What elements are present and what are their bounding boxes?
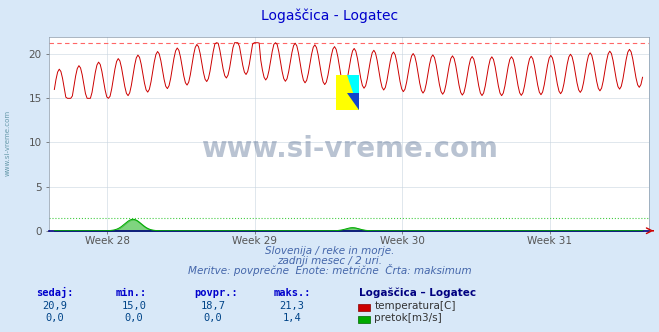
- Text: Slovenija / reke in morje.: Slovenija / reke in morje.: [265, 246, 394, 256]
- Text: Meritve: povprečne  Enote: metrične  Črta: maksimum: Meritve: povprečne Enote: metrične Črta:…: [188, 264, 471, 276]
- Text: Logaščica – Logatec: Logaščica – Logatec: [359, 288, 476, 298]
- Text: www.si-vreme.com: www.si-vreme.com: [5, 110, 11, 176]
- Text: pretok[m3/s]: pretok[m3/s]: [374, 313, 442, 323]
- Text: 21,3: 21,3: [279, 301, 304, 311]
- Text: 0,0: 0,0: [204, 313, 222, 323]
- Text: 0,0: 0,0: [45, 313, 64, 323]
- Text: temperatura[C]: temperatura[C]: [374, 301, 456, 311]
- Text: 15,0: 15,0: [121, 301, 146, 311]
- Text: 18,7: 18,7: [200, 301, 225, 311]
- Bar: [336, 75, 359, 110]
- Text: min.:: min.:: [115, 288, 146, 298]
- Text: 20,9: 20,9: [42, 301, 67, 311]
- Polygon shape: [347, 75, 359, 110]
- Text: sedaj:: sedaj:: [36, 287, 74, 298]
- Polygon shape: [347, 93, 359, 110]
- Text: zadnji mesec / 2 uri.: zadnji mesec / 2 uri.: [277, 256, 382, 266]
- Text: maks.:: maks.:: [273, 288, 311, 298]
- Text: 0,0: 0,0: [125, 313, 143, 323]
- Text: www.si-vreme.com: www.si-vreme.com: [201, 135, 498, 163]
- Text: 1,4: 1,4: [283, 313, 301, 323]
- Text: Logaščica - Logatec: Logaščica - Logatec: [261, 8, 398, 23]
- Text: povpr.:: povpr.:: [194, 288, 238, 298]
